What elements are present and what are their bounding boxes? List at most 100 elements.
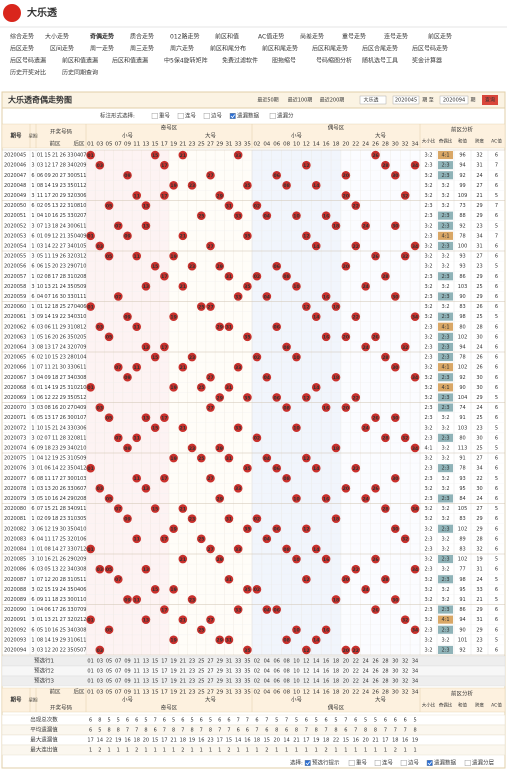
nav-link[interactable]: 后区和尾走势 — [312, 45, 348, 53]
nav-link[interactable]: 胆拖缩号 — [272, 57, 296, 65]
nav-link[interactable]: 历史开奖对比 — [10, 69, 46, 77]
nav-link[interactable]: 号码缩图分析 — [316, 57, 352, 65]
nav-link[interactable]: 012路走势 — [170, 33, 199, 41]
checkbox-label[interactable]: 遗漏分层 — [472, 759, 495, 767]
preselect-number[interactable]: 01 — [87, 659, 93, 665]
preselect-number[interactable]: 20 — [343, 669, 349, 675]
preselect-number[interactable]: 27 — [207, 679, 213, 685]
preselect-number[interactable]: 33 — [235, 679, 241, 685]
nav-link[interactable]: 后区号码走势 — [412, 45, 448, 53]
preselect-number[interactable]: 15 — [152, 669, 158, 675]
nav-link[interactable]: 中5保4旋转矩阵 — [164, 57, 208, 65]
nav-link[interactable]: 区间走势 — [50, 45, 74, 53]
nav-link[interactable]: 前区和值遗漏 — [62, 57, 98, 65]
preselect-number[interactable]: 09 — [124, 669, 130, 675]
preselect-number[interactable]: 04 — [264, 669, 270, 675]
preselect-number[interactable]: 07 — [115, 679, 121, 685]
preselect-number[interactable]: 17 — [161, 659, 167, 665]
preselect-number[interactable]: 06 — [274, 679, 280, 685]
nav-link[interactable]: 后区和值遗漏 — [112, 57, 148, 65]
preselect-number[interactable]: 13 — [143, 659, 149, 665]
nav-link[interactable]: 后区合尾走势 — [362, 45, 398, 53]
preselect-number[interactable]: 34 — [412, 669, 418, 675]
checkbox-label[interactable]: 遗漏分 — [277, 112, 294, 120]
nav-link[interactable]: 连号走势 — [384, 33, 408, 41]
preselect-number[interactable]: 10 — [293, 679, 299, 685]
preselect-number[interactable]: 12 — [303, 679, 309, 685]
preselect-number[interactable]: 08 — [283, 659, 289, 665]
preselect-number[interactable]: 26 — [372, 669, 378, 675]
preselect-number[interactable]: 14 — [313, 669, 319, 675]
preselect-number[interactable]: 01 — [87, 679, 93, 685]
preselect-number[interactable]: 30 — [392, 669, 398, 675]
preselect-number[interactable]: 32 — [402, 669, 408, 675]
nav-link[interactable]: 随机选号工具 — [362, 57, 398, 65]
preselect-number[interactable]: 28 — [382, 679, 388, 685]
preselect-number[interactable]: 33 — [235, 659, 241, 665]
preselect-number[interactable]: 15 — [152, 679, 158, 685]
preselect-number[interactable]: 35 — [244, 679, 250, 685]
nav-link[interactable]: 大小走势 — [45, 33, 69, 41]
preselect-number[interactable]: 11 — [134, 669, 140, 675]
preselect-number[interactable]: 07 — [115, 669, 121, 675]
preselect-number[interactable]: 14 — [313, 679, 319, 685]
nav-link[interactable]: 奖金计算器 — [412, 57, 442, 65]
preselect-number[interactable]: 11 — [134, 659, 140, 665]
preselect-number[interactable]: 26 — [372, 659, 378, 665]
nav-link[interactable]: 后区走势 — [10, 45, 34, 53]
preselect-number[interactable]: 27 — [207, 659, 213, 665]
preselect-number[interactable]: 33 — [235, 669, 241, 675]
nav-link[interactable]: AC值走势 — [258, 33, 284, 41]
preselect-number[interactable]: 31 — [226, 679, 232, 685]
preselect-number[interactable]: 04 — [264, 679, 270, 685]
preselect-number[interactable]: 09 — [124, 659, 130, 665]
preselect-number[interactable]: 04 — [264, 659, 270, 665]
checkbox-label[interactable]: 遗漏数据 — [237, 112, 260, 120]
nav-link[interactable]: 周三走势 — [130, 45, 154, 53]
preselect-number[interactable]: 31 — [226, 659, 232, 665]
preselect-number[interactable]: 02 — [254, 679, 260, 685]
nav-link[interactable]: 质合走势 — [130, 33, 154, 41]
nav-link[interactable]: 免费过滤软件 — [222, 57, 258, 65]
preselect-number[interactable]: 15 — [152, 659, 158, 665]
nav-link[interactable]: 前区和值 — [215, 33, 239, 41]
range-link[interactable]: 最近100期 — [288, 97, 313, 104]
preselect-number[interactable]: 35 — [244, 669, 250, 675]
preselect-number[interactable]: 24 — [362, 679, 368, 685]
preselect-number[interactable]: 07 — [115, 659, 121, 665]
preselect-number[interactable]: 18 — [333, 659, 339, 665]
checkbox-label[interactable]: 重号 — [159, 112, 171, 120]
query-text[interactable]: 查询 — [485, 97, 495, 104]
preselect-number[interactable]: 17 — [161, 679, 167, 685]
preselect-number[interactable]: 10 — [293, 669, 299, 675]
preselect-number[interactable]: 32 — [402, 659, 408, 665]
preselect-number[interactable]: 13 — [143, 679, 149, 685]
range-link[interactable]: 最近200期 — [320, 97, 345, 104]
preselect-number[interactable]: 30 — [392, 679, 398, 685]
preselect-number[interactable]: 06 — [274, 669, 280, 675]
preselect-number[interactable]: 16 — [323, 679, 329, 685]
preselect-number[interactable]: 23 — [189, 659, 195, 665]
preselect-number[interactable]: 03 — [97, 679, 103, 685]
nav-link[interactable]: 尚差走势 — [300, 33, 324, 41]
checkbox-label[interactable]: 连号 — [382, 759, 394, 767]
preselect-number[interactable]: 22 — [353, 659, 359, 665]
preselect-number[interactable]: 22 — [353, 669, 359, 675]
nav-link[interactable]: 周一走势 — [90, 45, 114, 53]
nav-link[interactable]: 重号走势 — [342, 33, 366, 41]
preselect-number[interactable]: 19 — [170, 679, 176, 685]
nav-link[interactable]: 周六走势 — [170, 45, 194, 53]
preselect-number[interactable]: 05 — [106, 669, 112, 675]
preselect-number[interactable]: 21 — [180, 679, 186, 685]
range-link[interactable]: 最近50期 — [257, 97, 278, 104]
preselect-number[interactable]: 24 — [362, 669, 368, 675]
preselect-number[interactable]: 31 — [226, 669, 232, 675]
preselect-number[interactable]: 25 — [198, 659, 204, 665]
checkbox-label[interactable]: 边号 — [211, 112, 223, 120]
preselect-number[interactable]: 26 — [372, 679, 378, 685]
preselect-number[interactable]: 25 — [198, 669, 204, 675]
preselect-number[interactable]: 21 — [180, 659, 186, 665]
preselect-number[interactable]: 03 — [97, 659, 103, 665]
nav-link[interactable]: 综合走势 — [10, 33, 34, 41]
preselect-number[interactable]: 25 — [198, 679, 204, 685]
